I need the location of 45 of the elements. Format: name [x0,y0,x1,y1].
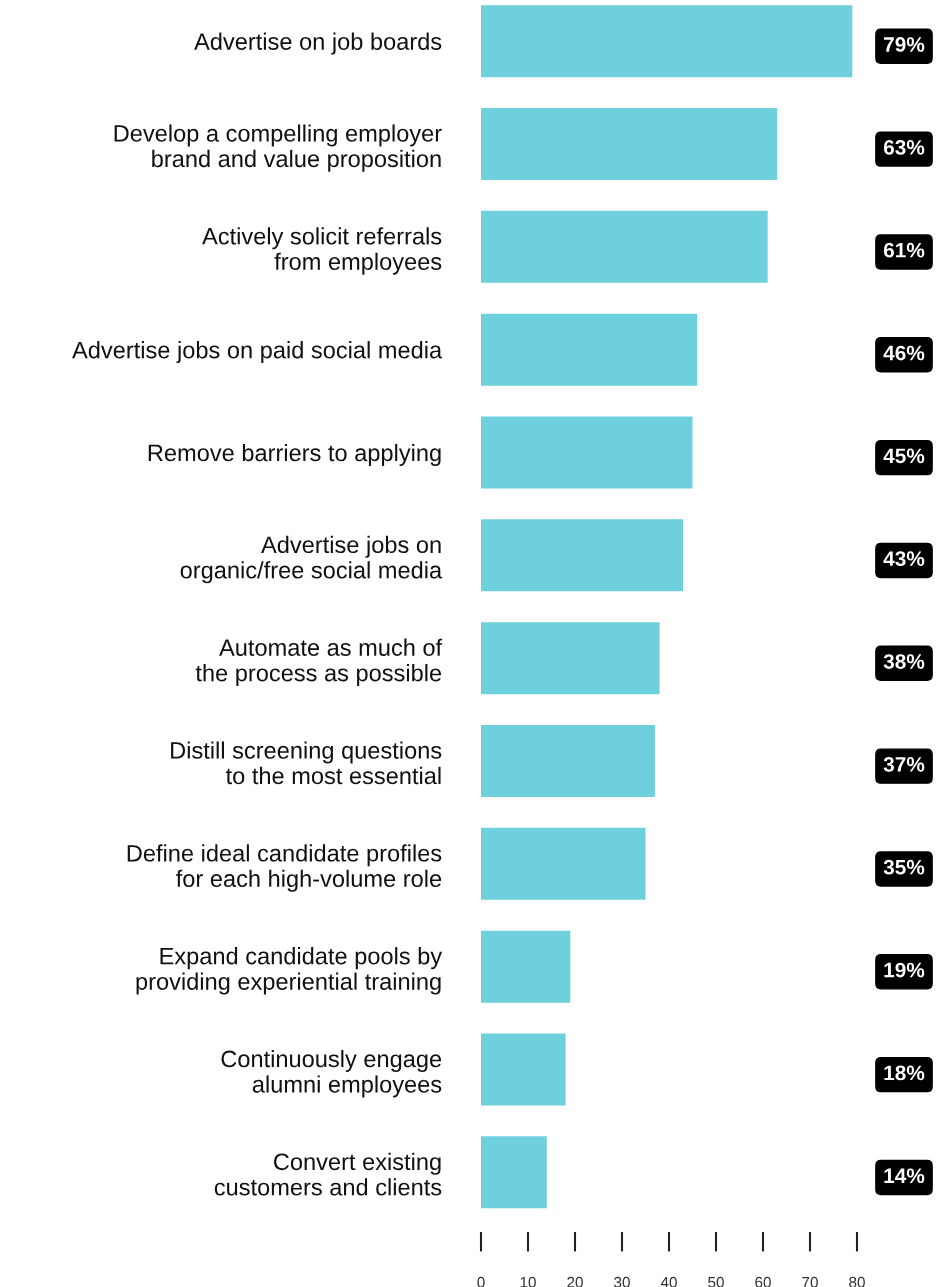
y-tick-label: Develop a compelling employer brand and value proposition [114,124,442,172]
x-tick-label: 70 [802,1276,818,1287]
y-tick-label: Advertise jobs on organic/free social media [180,535,443,584]
data-label: 14% [884,1168,925,1184]
y-tick-label: Convert existing customers and clients [214,1152,442,1196]
x-tick-label: 50 [708,1276,724,1287]
bar [481,313,698,386]
y-tick-label: Define ideal candidate profiles for each high-volume role [127,844,442,892]
bar [481,210,768,283]
bar [481,1136,547,1209]
bar [481,725,655,797]
y-tick-label: Advertise on job boards [194,32,442,55]
y-tick-label: Automate as much of the process as possible [195,638,443,687]
bar [481,107,778,180]
bar [481,622,660,695]
x-tick-label: 20 [567,1276,583,1287]
bar [481,416,693,489]
y-tick-label: Continuously engage alumni employees [221,1049,442,1098]
data-label: 18% [884,1065,925,1081]
data-label: 19% [884,962,925,978]
x-tick-label: 80 [849,1276,865,1287]
y-tick-label: Advertise jobs on paid social media [72,341,443,364]
bar [481,1033,566,1106]
data-label: 79% [884,37,925,52]
x-tick-label: 60 [755,1276,771,1287]
data-label: 35% [883,859,925,875]
data-label: 38% [883,654,925,669]
y-tick-label: Remove barriers to applying [148,443,441,466]
x-tick-label: 30 [614,1276,630,1287]
data-label: 37% [883,756,925,772]
data-label: 43% [883,551,925,567]
bar [481,930,571,1003]
x-tick-label: 0 [477,1276,485,1287]
bar [481,519,684,592]
data-label: 45% [883,448,925,464]
x-tick-label: 40 [660,1276,677,1287]
data-label: 46% [883,345,925,361]
x-tick-label: 10 [520,1276,536,1287]
y-tick-label: Distill screening questions to the most essential [171,741,442,785]
bar [481,827,646,900]
data-label: 63% [883,139,925,155]
bar [481,5,853,78]
y-tick-label: Actively solicit referrals from employees [202,227,442,275]
data-label: 61% [883,242,925,258]
y-tick-label: Expand candidate pools by providing experiential training [136,947,443,995]
